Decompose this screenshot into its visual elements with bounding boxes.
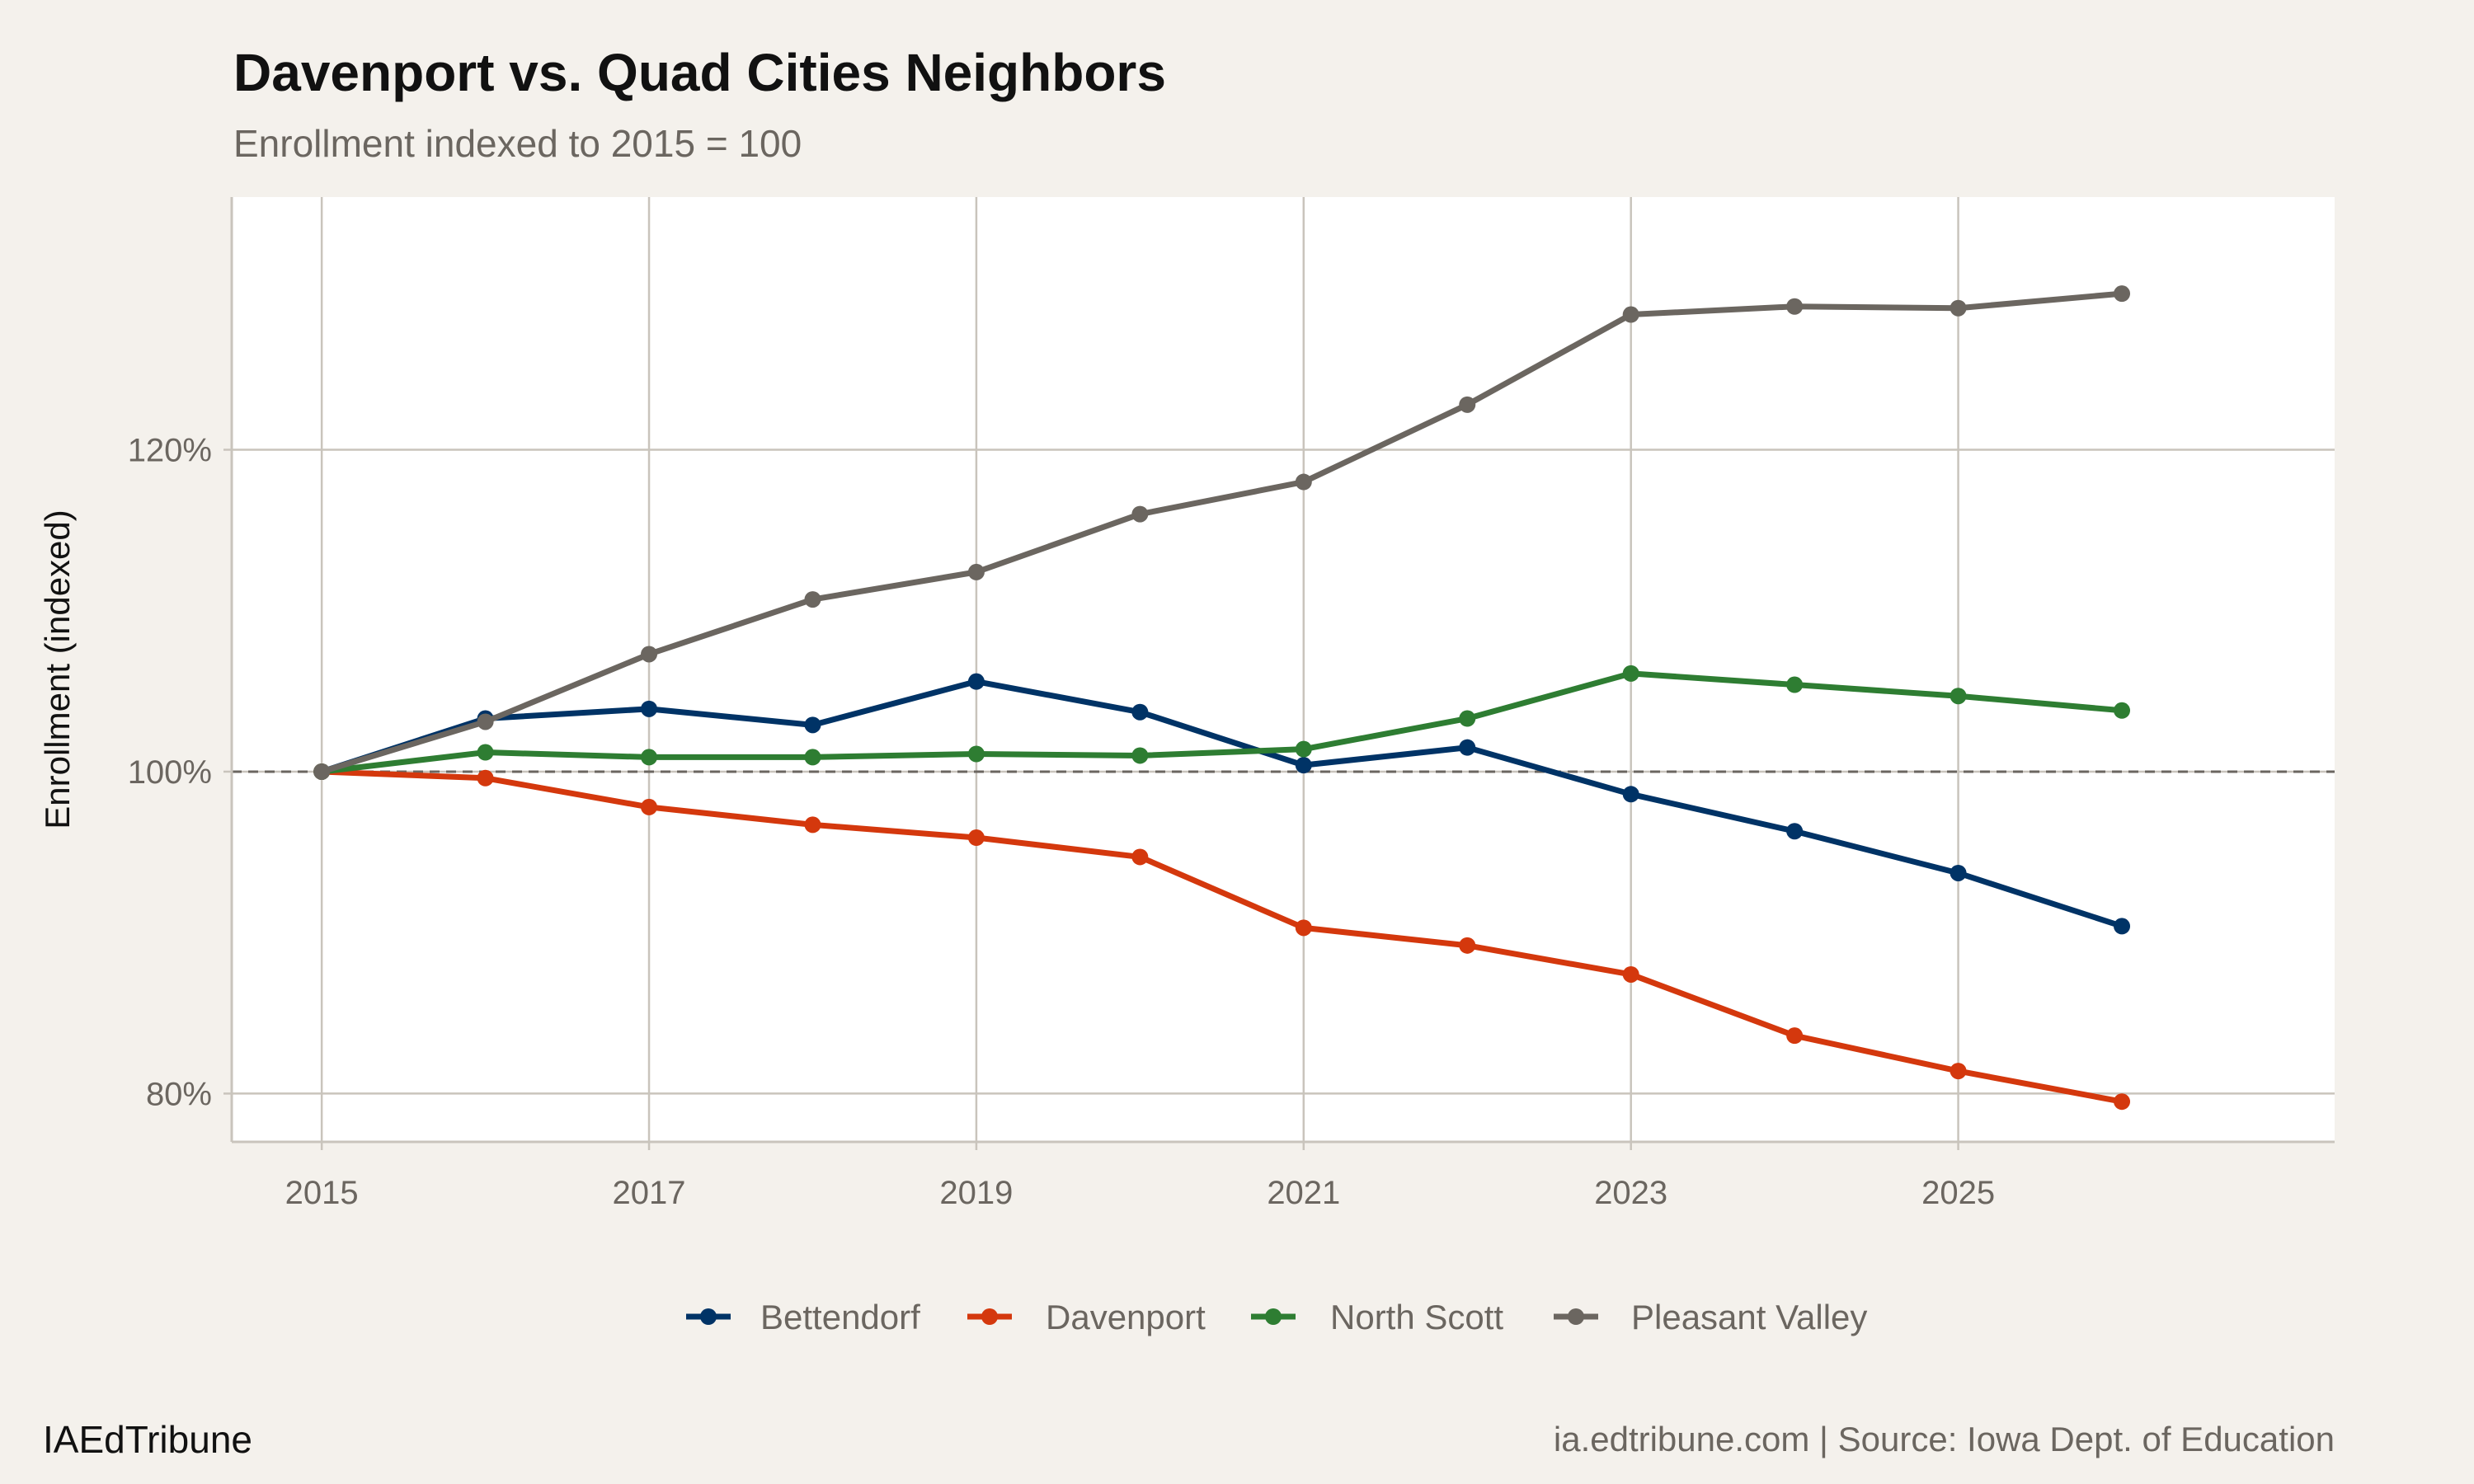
point-pleasant-valley <box>477 713 494 730</box>
point-north-scott <box>1295 740 1312 758</box>
x-tick-label: 2015 <box>285 1175 359 1211</box>
point-bettendorf <box>967 673 985 690</box>
point-bettendorf <box>1131 703 1149 721</box>
point-davenport <box>641 798 658 815</box>
point-north-scott <box>1950 688 1967 705</box>
point-davenport <box>1786 1027 1804 1045</box>
x-tick-label: 2025 <box>1921 1175 1995 1211</box>
legend-label: Bettendorf <box>760 1298 920 1336</box>
point-north-scott <box>1786 676 1804 693</box>
point-davenport <box>1131 848 1149 866</box>
point-north-scott <box>804 749 821 766</box>
point-north-scott <box>477 744 494 761</box>
point-bettendorf <box>1622 786 1639 803</box>
y-tick-label: 80% <box>146 1076 212 1112</box>
point-davenport <box>2114 1093 2131 1111</box>
point-pleasant-valley <box>1131 505 1149 523</box>
y-tick-label: 100% <box>128 754 212 791</box>
line-pleasant-valley <box>321 290 2123 775</box>
footer-source: ia.edtribune.com | Source: Iowa Dept. of… <box>1554 1420 2335 1458</box>
x-tick-labels: 2015 2017 2019 2021 2023 2025 <box>285 1142 1995 1211</box>
point-bettendorf <box>1786 823 1804 840</box>
point-davenport <box>967 829 985 847</box>
point-pleasant-valley <box>967 563 985 580</box>
chart-title: Davenport vs. Quad Cities Neighbors <box>233 43 1166 102</box>
point-bettendorf <box>2114 918 2131 935</box>
point-bettendorf <box>1950 864 1967 881</box>
line-davenport <box>322 768 2123 1105</box>
point-davenport <box>1950 1063 1967 1080</box>
series-davenport <box>313 763 2131 1111</box>
point-bettendorf <box>1295 757 1312 774</box>
plot-panel <box>232 197 2335 1142</box>
legend-label: North Scott <box>1330 1298 1503 1336</box>
point-pleasant-valley <box>641 646 658 663</box>
legend-item-pleasant-valley: Pleasant Valley <box>1554 1298 1867 1336</box>
point-pleasant-valley <box>804 591 821 608</box>
point-davenport <box>1295 919 1312 937</box>
point-pleasant-valley <box>2114 285 2131 303</box>
footer-brand: IAEdTribune <box>43 1418 252 1461</box>
legend-key-point <box>1568 1308 1584 1325</box>
y-tick-label: 120% <box>128 433 212 469</box>
point-davenport <box>804 816 821 834</box>
chart-subtitle: Enrollment indexed to 2015 = 100 <box>233 122 802 165</box>
point-davenport <box>1459 937 1476 954</box>
legend-label: Pleasant Valley <box>1631 1298 1867 1336</box>
legend-item-north-scott: North Scott <box>1251 1298 1503 1336</box>
line-north-scott <box>321 670 2123 775</box>
x-tick-label: 2023 <box>1594 1175 1667 1211</box>
point-pleasant-valley <box>1950 299 1967 317</box>
x-tick-label: 2021 <box>1267 1175 1340 1211</box>
legend: Bettendorf Davenport North Scott Pleasant V… <box>686 1298 1867 1336</box>
x-tick-label: 2019 <box>939 1175 1013 1211</box>
y-tick-labels: 80% 100% 120% <box>128 433 232 1112</box>
point-pleasant-valley <box>313 763 331 780</box>
point-pleasant-valley <box>1622 306 1639 323</box>
line-bettendorf <box>321 679 2124 929</box>
point-north-scott <box>1131 747 1149 764</box>
point-davenport <box>1622 965 1639 983</box>
legend-key-point <box>981 1308 998 1325</box>
point-bettendorf <box>804 716 821 734</box>
point-north-scott <box>1622 665 1639 682</box>
point-bettendorf <box>641 700 658 717</box>
legend-label: Davenport <box>1046 1298 1206 1336</box>
point-north-scott <box>967 745 985 763</box>
series-group <box>313 285 2131 1111</box>
point-pleasant-valley <box>1295 473 1312 491</box>
point-north-scott <box>641 749 658 766</box>
legend-key-point <box>700 1308 717 1325</box>
point-davenport <box>477 769 494 787</box>
x-tick-label: 2017 <box>613 1175 686 1211</box>
point-north-scott <box>2114 702 2131 719</box>
y-axis-title: Enrollment (indexed) <box>38 510 77 829</box>
legend-item-davenport: Davenport <box>967 1298 1206 1336</box>
point-pleasant-valley <box>1786 298 1804 315</box>
series-pleasant-valley <box>313 285 2131 780</box>
point-bettendorf <box>1459 739 1476 756</box>
legend-key-point <box>1265 1308 1282 1325</box>
point-north-scott <box>1459 710 1476 727</box>
point-pleasant-valley <box>1459 396 1476 413</box>
legend-item-bettendorf: Bettendorf <box>686 1298 920 1336</box>
